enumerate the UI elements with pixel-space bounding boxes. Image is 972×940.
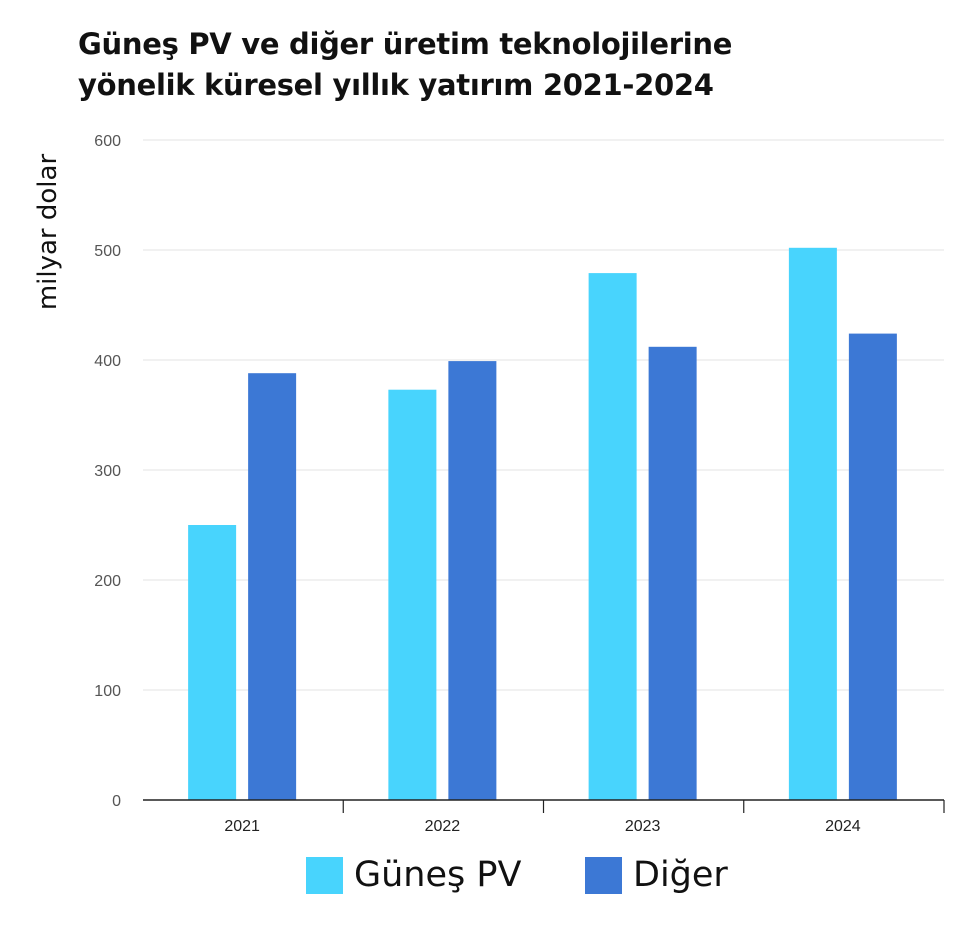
legend-swatch-diger <box>585 856 622 894</box>
bar-gunes-pv-2023 <box>588 273 637 801</box>
legend: Güneş PV Diğer <box>0 853 972 897</box>
y-tick-label-400: 400 <box>94 353 121 370</box>
chart-title-line-1: Güneş PV ve diğer üretim teknolojilerine <box>78 27 733 61</box>
bar-gunes-pv-2021 <box>188 525 237 800</box>
bar-chart: 0 100 200 300 400 500 600 2021 2022 2023 2024 <box>94 133 945 835</box>
legend-label-gunes-pv: Güneş PV <box>354 855 522 895</box>
legend-swatch-gunes-pv <box>306 856 343 894</box>
bar-diger-2022 <box>448 361 497 800</box>
y-axis-ticks: 0 100 200 300 400 500 600 <box>94 133 121 810</box>
bar-diger-2021 <box>248 373 297 800</box>
bar-diger-2023 <box>648 346 697 800</box>
x-tick-label-2021: 2021 <box>224 818 260 835</box>
legend-label-diger: Diğer <box>633 855 728 895</box>
x-tick-label-2024: 2024 <box>825 818 861 835</box>
y-tick-label-100: 100 <box>94 683 121 700</box>
y-tick-label-300: 300 <box>94 463 121 480</box>
chart-title: Güneş PV ve diğer üretim teknolojilerine… <box>78 24 938 106</box>
legend-item-gunes-pv: Güneş PV <box>306 853 521 897</box>
chart-title-line-2: yönelik küresel yıllık yatırım 2021-2024 <box>78 68 714 102</box>
bar-gunes-pv-2024 <box>788 247 837 801</box>
bar-gunes-pv-2022 <box>388 389 437 800</box>
y-tick-label-200: 200 <box>94 573 121 590</box>
y-tick-label-0: 0 <box>112 793 121 810</box>
x-axis: 2021 2022 2023 2024 <box>143 799 945 835</box>
x-tick-label-2023: 2023 <box>625 818 661 835</box>
y-tick-label-500: 500 <box>94 243 121 260</box>
x-tick-label-2022: 2022 <box>425 818 461 835</box>
y-tick-label-600: 600 <box>94 133 121 150</box>
bar-diger-2024 <box>848 333 897 800</box>
bars <box>188 247 897 801</box>
legend-item-diger: Diğer <box>585 853 728 897</box>
